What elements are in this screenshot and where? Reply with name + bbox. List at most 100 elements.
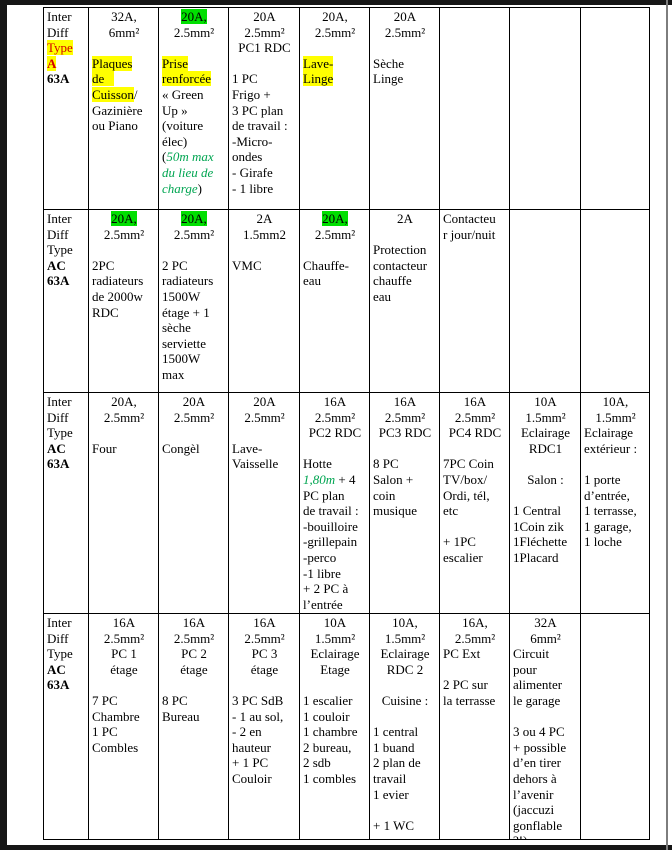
cell-text-block: 20A 2.5mm² PC1 RDC: [238, 9, 291, 56]
table-cell: 16A 2.5mm² PC3 RDC 8 PC Salon + coin musique: [369, 392, 440, 614]
table-cell: 16A 2.5mm² PC2 RDC Hotte 1,80m + 4 PC plan de…: [299, 392, 370, 614]
table-cell: 16A, 2.5mm² PC Ext 2 PC sur la terrasse: [439, 613, 510, 840]
cell-text-block: 16A 2.5mm² PC 1 étage: [103, 615, 145, 677]
cell-text-block: 20A, 2.5mm²: [103, 394, 145, 425]
cell-text-block: 20A 2.5mm²: [384, 9, 426, 40]
table-cell: [580, 209, 650, 393]
cell-text-block: 16A 2.5mm² PC 3 étage: [244, 615, 285, 677]
cell-text-block: 20A, 2.5mm²: [314, 9, 356, 40]
page-right-edge: [666, 0, 668, 850]
cell-text-block: Circuit pour alimenter le garage 3 ou 4 PC +…: [513, 646, 567, 838]
page-bottom-border: [0, 845, 672, 850]
table-cell: 16A 2.5mm² PC 1 étage 7 PC Chambre 1 PC Comble…: [88, 613, 159, 840]
cell-text-block: 16A, 2.5mm²: [454, 615, 496, 646]
table-cell: 20A 2.5mm² PC1 RDC 1 PC Frigo +3 PC plan de …: [228, 7, 300, 210]
table-cell: [580, 613, 650, 840]
cell-text-block: 8 PC Salon + coin musique: [373, 456, 418, 519]
table-row: Inter Diff Type A 63A 32A, 6mm² Plaques de Cuis…: [43, 7, 650, 210]
table-row: Inter Diff Type AC 63A 20A, 2.5mm² 2PC radiateu…: [43, 209, 650, 393]
cell-text-block: 32A 6mm²: [530, 615, 561, 646]
cell-text-block: Salon :: [527, 471, 564, 487]
table-row: Inter Diff Type AC 63A 16A 2.5mm² PC 1 étage 7 P…: [43, 613, 650, 840]
cell-text-block: 10A, 1.5mm²: [595, 394, 636, 425]
cell-text-block: VMC: [232, 257, 262, 273]
cell-text-block: Sèche Linge: [373, 55, 405, 87]
table-cell: 10A 1.5mm² Eclairage RDC1 Salon : 1 Central…: [509, 392, 581, 614]
cell-text-block: 20A 2.5mm²: [244, 394, 285, 425]
table-cell: 20A, 2.5mm² Four: [88, 392, 159, 614]
cell-text-block: 8 PC Bureau: [162, 692, 200, 724]
cell-text-block: 10A, 1.5mm² Eclairage RDC 2: [380, 615, 430, 677]
cell-text-block: 2 PC radiateurs 1500W étage + 1 sèche serviet…: [162, 257, 214, 382]
cell-text-block: 20A, 2.5mm²: [173, 211, 215, 242]
cell-text-block: 16A 2.5mm² PC2 RDC: [308, 394, 362, 441]
table-cell: [439, 7, 510, 210]
table-cell: 16A 2.5mm² PC 2 étage 8 PC Bureau: [158, 613, 229, 840]
table-cell: 20A 2.5mm² Congèl: [158, 392, 229, 614]
cell-text-block: 16A 2.5mm² PC4 RDC: [448, 394, 502, 441]
cell-text-block: 20A, 2.5mm²: [173, 9, 215, 40]
cell-text-block: 2A 1.5mm2: [243, 211, 286, 242]
cell-text-block: Lave- Vaisselle: [232, 440, 279, 472]
cell-text-block: Inter Diff Type AC 63A: [47, 615, 73, 693]
table-cell: 2A Protection contacteur chauffe eau: [369, 209, 440, 393]
cell-text-block: 10A 1.5mm² Eclairage Etage: [310, 615, 360, 677]
table-cell: 20A 2.5mm² Sèche Linge: [369, 7, 440, 210]
table-cell: 16A 2.5mm² PC4 RDC 7PC Coin TV/box/Ordi, té…: [439, 392, 510, 614]
cell-text-block: 20A 2.5mm²: [173, 394, 215, 425]
table-cell: [580, 7, 650, 210]
cell-text-block: Inter Diff Type AC 63A: [47, 394, 73, 472]
table-cell: 20A, 2.5mm² Chauffe-eau: [299, 209, 370, 393]
table-cell: 2A 1.5mm2 VMC: [228, 209, 300, 393]
circuit-table-body: Inter Diff Type A 63A 32A, 6mm² Plaques de Cuis…: [43, 7, 650, 840]
cell-text-block: 20A, 2.5mm²: [103, 211, 145, 242]
cell-text-block: 1 central 1 buand 2 plan de travail 1 evier …: [373, 724, 421, 833]
table-cell: [509, 7, 581, 210]
table-cell: 20A 2.5mm² Lave- Vaisselle: [228, 392, 300, 614]
table-cell: Inter Diff Type AC 63A: [43, 392, 89, 614]
table-cell: Contacteu r jour/nuit: [439, 209, 510, 393]
cell-text-block: 32A, 6mm²: [108, 9, 140, 40]
cell-text-block: Inter Diff Type A 63A: [47, 9, 73, 87]
table-cell: 32A, 6mm² Plaques de Cuisson/Gazinière ou P…: [88, 7, 159, 210]
cell-text-block: 7PC Coin TV/box/Ordi, tél, etc + 1PC escali…: [443, 456, 494, 565]
table-cell: Inter Diff Type A 63A: [43, 7, 89, 210]
cell-text-block: 2PC radiateurs de 2000w RDC: [92, 257, 144, 320]
cell-text-block: Hotte 1,80m + 4 PC plan de travail : -bouill…: [303, 456, 359, 612]
cell-text-block: 3 PC SdB - 1 au sol, - 2 en hauteur + 1 PC Co…: [232, 692, 284, 786]
table-cell: 20A, 2.5mm² 2PC radiateurs de 2000w RDC: [88, 209, 159, 393]
cell-text-block: Prise renforcée « Green Up » (voiture élec) (5…: [162, 55, 214, 196]
cell-text-block: 7 PC Chambre 1 PC Combles: [92, 692, 140, 755]
table-cell: 10A 1.5mm² Eclairage Etage 1 escalier 1 coul…: [299, 613, 370, 840]
cell-text-block: Chauffe-eau: [303, 257, 349, 289]
cell-text-block: 1 Central 1Coin zik 1Fléchette 1Placard: [513, 503, 568, 565]
cell-text-block: Lave- Linge: [303, 55, 334, 87]
cell-text-block: 16A 2.5mm² PC3 RDC: [378, 394, 432, 441]
cell-text-block: Contacteu r jour/nuit: [443, 211, 496, 242]
circuit-breaker-table: Inter Diff Type A 63A 32A, 6mm² Plaques de Cuis…: [43, 7, 650, 840]
cell-text-block: Cuisine :: [381, 692, 429, 708]
cell-text-block: Plaques de Cuisson/Gazinière ou Piano: [92, 55, 143, 134]
cell-text-block: 1 PC Frigo +3 PC plan de travail : -Micro-o…: [232, 71, 288, 196]
table-cell: Inter Diff Type AC 63A: [43, 209, 89, 393]
cell-text-block: Protection contacteur chauffe eau: [373, 242, 428, 304]
table-cell: 10A, 1.5mm² Eclairage extérieur : 1 porte d’…: [580, 392, 650, 614]
cell-text-block: 1 escalier 1 couloir 1 chambre 2 bureau, 2 s…: [303, 692, 358, 786]
cell-text-block: 20A, 2.5mm²: [314, 211, 356, 242]
cell-text-block: 16A 2.5mm² PC 2 étage: [173, 615, 215, 677]
table-cell: [509, 209, 581, 393]
cell-text-block: 2A: [397, 211, 413, 226]
cell-text-block: Inter Diff Type AC 63A: [47, 211, 73, 289]
cell-text-block: PC Ext 2 PC sur la terrasse: [443, 646, 496, 708]
table-cell: 16A 2.5mm² PC 3 étage 3 PC SdB - 1 au sol, - …: [228, 613, 300, 840]
cell-text-block: 10A 1.5mm² Eclairage RDC1: [520, 394, 571, 456]
page-top-border: [0, 0, 672, 5]
table-row: Inter Diff Type AC 63A 20A, 2.5mm² Four 20A 2.5m…: [43, 392, 650, 614]
table-cell: Inter Diff Type AC 63A: [43, 613, 89, 840]
page-left-border: [0, 0, 7, 850]
table-cell: 20A, 2.5mm² Lave- Linge: [299, 7, 370, 210]
table-cell: 10A, 1.5mm² Eclairage RDC 2 Cuisine : 1 cen…: [369, 613, 440, 840]
cell-text-block: Four: [92, 440, 117, 456]
